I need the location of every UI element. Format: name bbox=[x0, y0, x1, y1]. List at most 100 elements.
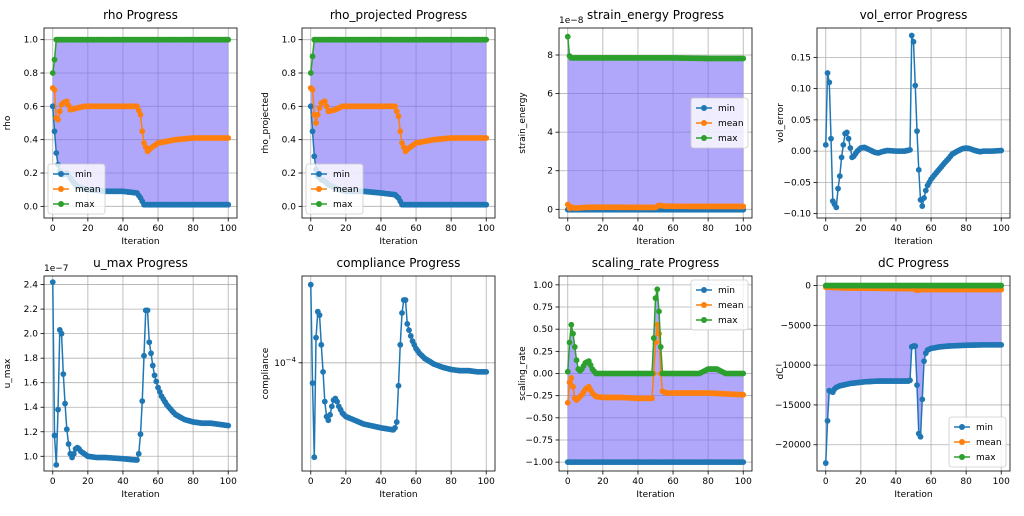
x-tick-label: 80 bbox=[960, 477, 972, 487]
data-point bbox=[740, 391, 747, 398]
x-axis-label: Iteration bbox=[379, 490, 417, 500]
data-point bbox=[649, 395, 655, 402]
data-point bbox=[566, 379, 573, 386]
x-tick-label: 80 bbox=[187, 477, 199, 487]
data-point bbox=[63, 426, 70, 433]
data-point bbox=[311, 454, 318, 461]
chart-title: strain_energy Progress bbox=[587, 8, 724, 22]
y-tick-label: −0.10 bbox=[783, 210, 811, 220]
data-point bbox=[921, 358, 927, 365]
data-point bbox=[56, 108, 63, 115]
legend-label-max: max bbox=[718, 316, 738, 326]
data-point bbox=[912, 343, 919, 349]
chart-4: 0 20 40 60 80 100 1.0 1.2 1.4 1.6 1.8 2.0 2.2 2.4 u_ma… bbox=[3, 256, 238, 500]
x-tick-label: 0 bbox=[823, 224, 829, 234]
x-tick-label: 80 bbox=[445, 477, 457, 487]
data-point bbox=[53, 150, 60, 156]
series-min bbox=[564, 459, 747, 466]
x-tick-label: 60 bbox=[152, 224, 164, 234]
data-point bbox=[564, 33, 571, 40]
y-tick-label: −15000 bbox=[775, 401, 811, 411]
chart-0: 0 20 40 60 80 100 0.0 0.2 0.4 0.6 0.8 1.0 rho Progre… bbox=[3, 8, 238, 247]
y-axis-label: vol_error bbox=[776, 103, 786, 143]
legend-label-mean: mean bbox=[718, 119, 744, 129]
legend: min mean max bbox=[47, 163, 106, 215]
series-max bbox=[564, 286, 747, 377]
y-tick-label: 0.8 bbox=[24, 69, 39, 79]
data-point bbox=[824, 70, 831, 76]
chart-5: 0 20 40 60 80 100 10−4 compliance Progress Itera… bbox=[261, 256, 496, 500]
x-tick-label: 60 bbox=[667, 477, 679, 487]
x-tick-label: 40 bbox=[117, 477, 129, 487]
x-tick-label: 40 bbox=[375, 224, 387, 234]
series-max bbox=[307, 36, 490, 76]
x-tick-label: 100 bbox=[478, 477, 495, 487]
data-point bbox=[407, 333, 414, 339]
y-axis-label: compliance bbox=[261, 347, 271, 399]
data-point bbox=[62, 400, 68, 407]
x-axis-label: Iteration bbox=[636, 237, 674, 247]
x-tick-label: 0 bbox=[823, 477, 829, 487]
data-point bbox=[566, 339, 573, 346]
y-tick-label: −0.75 bbox=[525, 436, 553, 446]
x-tick-label: 100 bbox=[478, 224, 495, 234]
data-point bbox=[914, 382, 920, 388]
data-point bbox=[309, 53, 316, 60]
x-tick-label: 20 bbox=[855, 224, 867, 234]
y-tick-label: 0.10 bbox=[791, 85, 811, 95]
legend: min mean max bbox=[948, 416, 1007, 468]
y-tick-label: 0.6 bbox=[24, 102, 39, 112]
legend-label-mean: mean bbox=[976, 438, 1002, 448]
data-point bbox=[307, 281, 314, 288]
y-tick-label: 1.8 bbox=[24, 354, 39, 364]
data-point bbox=[483, 36, 490, 43]
y-tick-label: 1.2 bbox=[24, 428, 38, 438]
x-tick-label: 0 bbox=[565, 224, 571, 234]
data-point bbox=[137, 431, 144, 438]
y-tick-label: 6 bbox=[547, 90, 553, 100]
x-tick-label: 60 bbox=[667, 224, 679, 234]
y-tick-label: 0.75 bbox=[533, 303, 553, 313]
data-point bbox=[998, 147, 1005, 154]
legend-label-min: min bbox=[718, 286, 735, 296]
data-point bbox=[49, 279, 56, 286]
y-tick-label: −10000 bbox=[775, 361, 811, 371]
x-tick-label: 20 bbox=[340, 224, 352, 234]
x-axis-label: Iteration bbox=[121, 490, 159, 500]
data-point bbox=[328, 403, 335, 410]
data-point bbox=[910, 38, 917, 45]
data-point bbox=[60, 371, 67, 378]
y-tick-label: 10−4 bbox=[274, 356, 296, 369]
y-axis-label: dC bbox=[776, 368, 786, 380]
x-tick-label: 20 bbox=[855, 477, 867, 487]
data-point bbox=[656, 308, 662, 315]
series-mean bbox=[49, 85, 232, 155]
legend-label-min: min bbox=[976, 423, 993, 433]
data-point bbox=[225, 36, 232, 43]
data-point bbox=[404, 320, 411, 327]
legend-label-max: max bbox=[333, 200, 353, 210]
series-max bbox=[822, 282, 1005, 289]
y-tick-label: −0.50 bbox=[525, 414, 553, 424]
data-point bbox=[908, 32, 915, 39]
data-point bbox=[570, 330, 576, 337]
data-point bbox=[912, 82, 919, 89]
data-point bbox=[314, 111, 321, 118]
chart-title: compliance Progress bbox=[337, 256, 461, 270]
x-tick-label: 100 bbox=[993, 224, 1010, 234]
data-point bbox=[148, 350, 154, 357]
plot-frame bbox=[301, 27, 496, 219]
data-point bbox=[153, 378, 160, 385]
y-axis-label: strain_energy bbox=[518, 92, 528, 154]
data-point bbox=[838, 154, 845, 161]
legend-label-min: min bbox=[75, 170, 92, 180]
data-point bbox=[845, 135, 852, 142]
data-point bbox=[650, 335, 657, 341]
data-point bbox=[573, 357, 580, 364]
y-tick-label: 2 bbox=[547, 167, 553, 177]
data-point bbox=[225, 201, 232, 208]
data-point bbox=[53, 461, 60, 468]
data-point bbox=[397, 128, 404, 135]
data-point bbox=[151, 372, 158, 379]
